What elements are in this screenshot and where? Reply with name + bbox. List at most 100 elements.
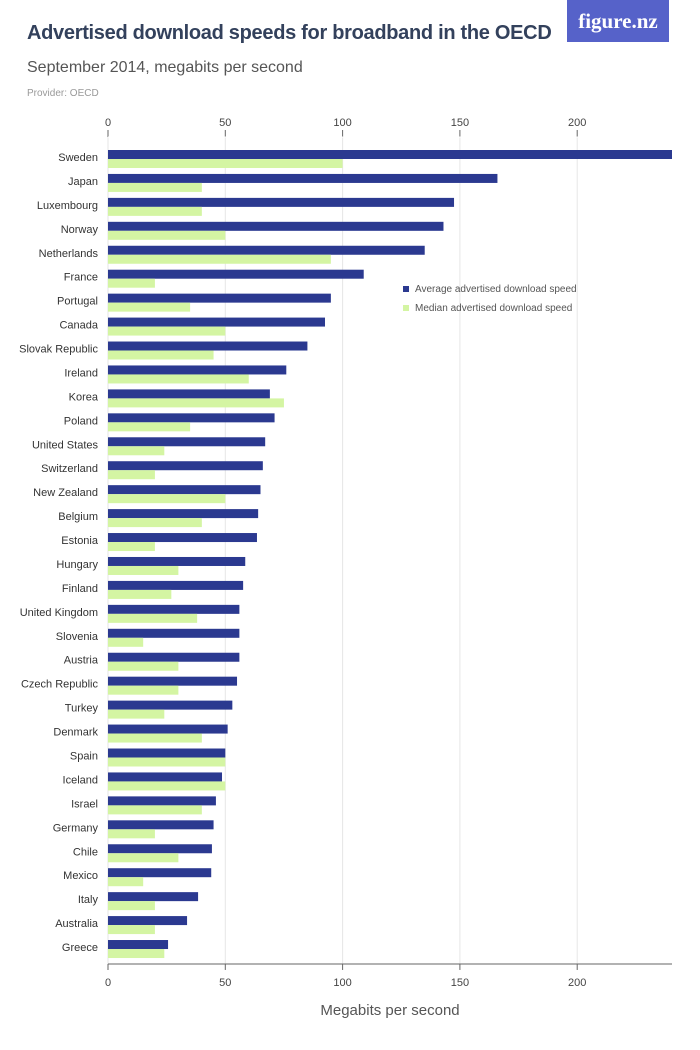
- bar-average: [108, 892, 199, 902]
- bar-average: [108, 533, 257, 543]
- category-label: Slovenia: [56, 631, 99, 643]
- bar-average: [108, 293, 331, 303]
- bar-median: [108, 374, 249, 384]
- x-tick-label: 150: [451, 977, 469, 989]
- bar-average: [108, 700, 233, 710]
- category-label: Chile: [73, 846, 98, 858]
- bar-average: [108, 221, 444, 231]
- bar-median: [108, 829, 155, 839]
- bar-median: [108, 182, 202, 192]
- bar-median: [108, 518, 202, 528]
- category-label: New Zealand: [33, 487, 98, 499]
- bar-average: [108, 844, 212, 854]
- bar-average: [108, 868, 212, 878]
- bar-average: [108, 604, 240, 614]
- bar-median: [108, 494, 226, 504]
- category-label: Korea: [69, 391, 99, 403]
- bar-median: [108, 350, 214, 360]
- bar-median: [108, 637, 144, 647]
- x-axis-title: Megabits per second: [320, 1002, 459, 1019]
- chart-title: Advertised download speeds for broadband…: [27, 22, 552, 44]
- bar-median: [108, 757, 226, 767]
- bar-average: [108, 652, 240, 662]
- bar-median: [108, 733, 202, 743]
- bar-median: [108, 446, 165, 456]
- bar-median: [108, 781, 226, 791]
- bar-median: [108, 901, 155, 911]
- category-label: Finland: [62, 583, 98, 595]
- category-label: Austria: [64, 655, 99, 667]
- bar-average: [108, 628, 240, 638]
- x-tick-label: 200: [568, 977, 586, 989]
- category-label: Luxembourg: [37, 200, 98, 212]
- bar-median: [108, 877, 144, 887]
- category-label: Switzerland: [41, 463, 98, 475]
- legend-label: Average advertised download speed: [415, 284, 577, 295]
- x-tick-label-top: 150: [451, 117, 469, 129]
- bar-average: [108, 485, 261, 495]
- category-label: Estonia: [61, 535, 99, 547]
- x-tick-label: 100: [333, 977, 351, 989]
- bar-median: [108, 709, 165, 719]
- legend-label: Median advertised download speed: [415, 303, 572, 314]
- category-label: Germany: [53, 822, 99, 834]
- bar-median: [108, 206, 202, 216]
- bar-average: [108, 173, 498, 183]
- category-label: Slovak Republic: [19, 344, 98, 356]
- bar-average: [108, 269, 364, 279]
- category-label: Iceland: [63, 774, 98, 786]
- bar-median: [108, 949, 165, 959]
- category-label: Spain: [70, 751, 98, 763]
- legend-swatch: [403, 286, 409, 292]
- bar-median: [108, 853, 179, 863]
- category-label: United States: [32, 439, 99, 451]
- x-tick-label-top: 0: [105, 117, 111, 129]
- bar-average: [108, 772, 223, 782]
- bar-median: [108, 685, 179, 695]
- x-tick-label-top: 200: [568, 117, 586, 129]
- category-label: Poland: [64, 415, 98, 427]
- chart-subtitle: September 2014, megabits per second: [27, 59, 303, 76]
- bar-average: [108, 197, 455, 207]
- category-label: Denmark: [53, 727, 98, 739]
- bar-median: [108, 470, 155, 480]
- category-label: Sweden: [58, 152, 98, 164]
- category-label: Portugal: [57, 296, 98, 308]
- bar-average: [108, 916, 188, 926]
- bar-median: [108, 542, 155, 552]
- bar-median: [108, 326, 226, 336]
- bar-average: [108, 437, 266, 447]
- x-tick-label-top: 100: [333, 117, 351, 129]
- category-label: Japan: [68, 176, 98, 188]
- category-label: Belgium: [58, 511, 98, 523]
- bar-median: [108, 661, 179, 671]
- category-label: Norway: [61, 224, 99, 236]
- bar-median: [108, 278, 155, 288]
- bar-average: [108, 389, 270, 399]
- bar-average: [108, 365, 287, 375]
- bar-median: [108, 925, 155, 935]
- bar-average: [108, 796, 216, 806]
- category-label: Ireland: [64, 367, 98, 379]
- bar-average: [108, 556, 246, 566]
- bar-average: [108, 245, 425, 255]
- bar-median: [108, 805, 202, 815]
- bar-average: [108, 748, 226, 758]
- figure-nz-logo[interactable]: figure.nz: [567, 0, 669, 42]
- bar-average: [108, 413, 275, 423]
- category-label: United Kingdom: [20, 607, 98, 619]
- bar-median: [108, 589, 172, 599]
- x-tick-label: 0: [105, 977, 111, 989]
- bar-average: [108, 461, 263, 471]
- x-tick-label-top: 50: [219, 117, 231, 129]
- category-label: Netherlands: [39, 248, 99, 260]
- category-label: France: [64, 272, 98, 284]
- legend-swatch: [403, 305, 409, 311]
- category-label: Turkey: [65, 703, 99, 715]
- bar-median: [108, 565, 179, 575]
- bar-average: [108, 317, 326, 327]
- bar-average: [108, 341, 308, 351]
- category-label: Australia: [55, 918, 99, 930]
